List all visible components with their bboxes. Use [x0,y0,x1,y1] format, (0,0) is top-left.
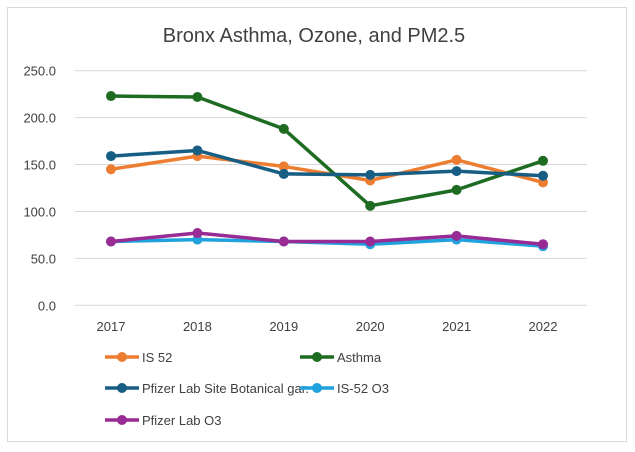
series-pfizer-lab-o3 [106,228,548,250]
data-point [192,145,203,156]
legend-item: Pfizer Lab O3 [105,413,222,428]
data-point [278,161,289,172]
data-point [538,239,548,250]
data-point [365,169,376,180]
legend-label: Pfizer Lab O3 [142,413,222,428]
x-tick-label: 2022 [529,319,558,334]
chart-title: Bronx Asthma, Ozone, and PM2.5 [163,25,465,47]
data-point [538,170,548,181]
legend-label: IS-52 O3 [337,381,389,396]
data-point [278,168,289,179]
x-tick-label: 2017 [97,319,126,334]
y-tick-label: 100.0 [23,204,56,219]
legend-marker-icon [312,383,322,393]
y-tick-label: 250.0 [23,64,56,79]
data-point [192,91,203,102]
legend-item: IS 52 [105,350,172,365]
legend-label: IS 52 [142,350,172,365]
series-line [110,231,544,247]
data-point [451,184,462,195]
legend-marker-icon [117,383,127,393]
legend-item: Pfizer Lab Site Botanical gar. [105,381,309,396]
data-point [538,155,548,166]
data-point [106,236,116,247]
legend-item: IS-52 O3 [300,381,389,396]
data-point [365,236,376,247]
data-point [106,151,116,162]
legend-label: Pfizer Lab Site Botanical gar. [142,381,309,396]
series-line [110,148,544,178]
data-point [451,230,462,241]
data-point [192,228,203,239]
y-tick-label: 200.0 [23,111,56,126]
legend-item: Asthma [300,350,382,365]
series-pfizer-lab-site-botanical-gar- [106,145,548,181]
data-point [106,164,116,175]
series-asthma [106,91,548,211]
y-tick-label: 0.0 [38,298,56,313]
data-point [365,200,376,211]
data-point [106,91,116,102]
data-point [451,166,462,177]
legend-marker-icon [117,352,127,362]
y-tick-label: 50.0 [31,251,56,266]
legend-marker-icon [117,415,127,425]
y-tick-label: 150.0 [23,158,56,173]
x-tick-label: 2018 [183,319,212,334]
series-line [110,94,544,208]
data-point [278,123,289,134]
x-tick-label: 2020 [356,319,385,334]
chart-frame [7,7,627,442]
data-point [451,154,462,165]
x-tick-label: 2019 [269,319,298,334]
legend-marker-icon [312,352,322,362]
x-tick-label: 2021 [442,319,471,334]
legend-label: Asthma [337,350,382,365]
data-point [278,236,289,247]
